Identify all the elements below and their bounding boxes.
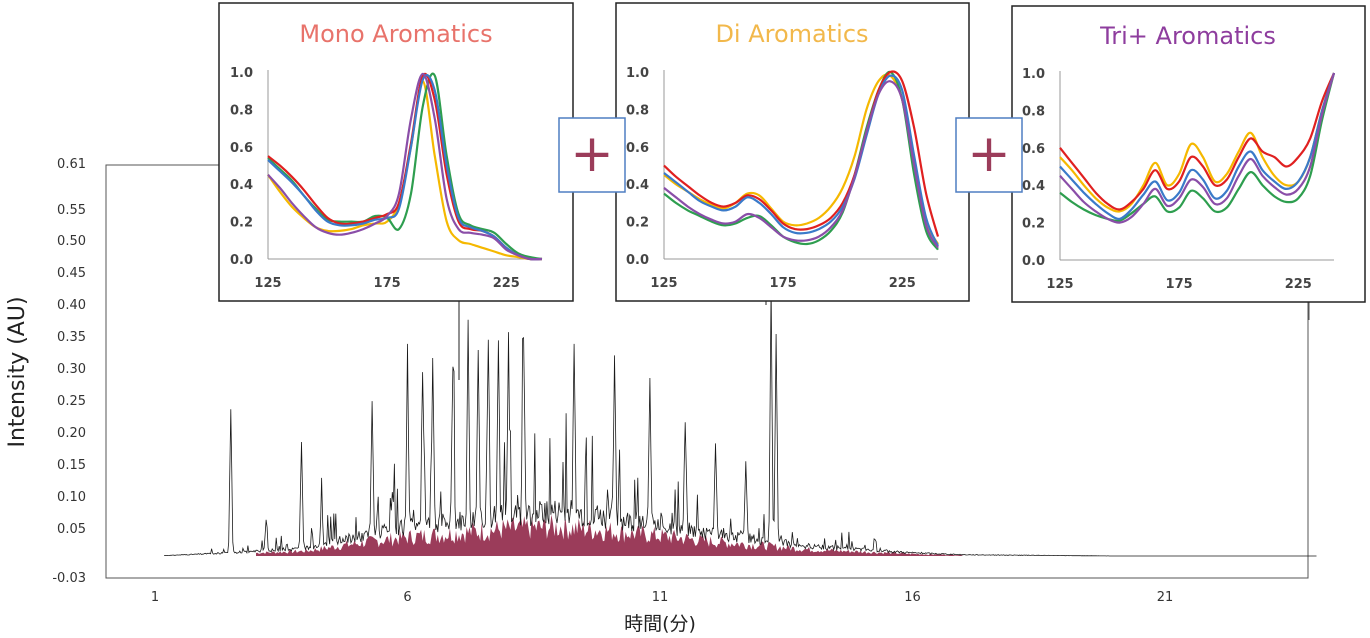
plus-box-1: + bbox=[558, 117, 626, 193]
inset-y-tick-label: 0.6 bbox=[626, 141, 649, 156]
inset-y-tick-label: 0.6 bbox=[1022, 142, 1045, 157]
main-y-ticks: 0.61 0.55 0.50 0.45 0.40 0.35 0.30 0.25 0.20 0.15… bbox=[52, 157, 86, 586]
inset-x-tick-label: 225 bbox=[493, 276, 520, 291]
plus-box-2: + bbox=[955, 117, 1023, 193]
inset-y-tick-label: 1.0 bbox=[1022, 67, 1045, 82]
inset-series-purple bbox=[267, 72, 543, 261]
inset-series-yellow bbox=[663, 73, 939, 245]
inset-y-tick-label: 0.8 bbox=[626, 103, 649, 118]
x-tick-label: 1 bbox=[151, 590, 159, 605]
inset-frame bbox=[1011, 5, 1366, 303]
y-tick-label: 0.15 bbox=[57, 458, 86, 473]
inset-series-green bbox=[663, 70, 939, 251]
inset-title: Mono Aromatics bbox=[299, 20, 492, 48]
inset-y-tick-label: 0.6 bbox=[230, 141, 253, 156]
inset-y-tick-label: 0.8 bbox=[1022, 104, 1045, 119]
x-tick-label: 11 bbox=[652, 590, 669, 605]
inset-x-tick-label: 225 bbox=[1285, 277, 1312, 292]
plus-symbol: + bbox=[570, 124, 614, 184]
y-tick-label: 0.45 bbox=[57, 266, 86, 281]
y-tick-label: 0.50 bbox=[57, 234, 86, 249]
inset-y-tick-label: 0.0 bbox=[626, 253, 649, 268]
y-tick-label: 0.05 bbox=[57, 522, 86, 537]
y-tick-label: 0.55 bbox=[57, 203, 86, 218]
inset-y-tick-label: 1.0 bbox=[230, 66, 253, 81]
main-chromatogram: 0.61 0.55 0.50 0.45 0.40 0.35 0.30 0.25 0.20 0.15… bbox=[5, 157, 1317, 635]
inset-y-tick-label: 0.2 bbox=[1022, 217, 1045, 232]
y-tick-label: 0.10 bbox=[57, 490, 86, 505]
aromatics-fill-path bbox=[256, 514, 963, 556]
main-x-ticks: 1 6 11 16 21 bbox=[151, 590, 1173, 605]
inset-y-tick-label: 0.8 bbox=[230, 103, 253, 118]
inset-series-green bbox=[267, 72, 543, 261]
inset-series-yellow bbox=[1059, 72, 1336, 213]
inset-y-tick-label: 0.4 bbox=[626, 178, 649, 193]
inset-series-red bbox=[1059, 72, 1336, 211]
inset-series-blue bbox=[663, 74, 940, 247]
inset-y-tick-label: 1.0 bbox=[626, 66, 649, 81]
inset-y-tick-label: 0.4 bbox=[1022, 179, 1045, 194]
total-chromatogram-trace bbox=[164, 283, 1317, 557]
main-x-axis-label: 時間(分) bbox=[624, 613, 696, 635]
main-y-axis-label: Intensity (AU) bbox=[5, 296, 30, 447]
x-tick-label: 16 bbox=[904, 590, 921, 605]
inset-title: Di Aromatics bbox=[715, 20, 868, 48]
y-tick-label: 0.30 bbox=[57, 362, 86, 377]
y-tick-label: 0.40 bbox=[57, 298, 86, 313]
inset-y-tick-label: 0.4 bbox=[230, 178, 253, 193]
inset-series-red bbox=[663, 70, 940, 237]
inset-x-tick-label: 175 bbox=[770, 276, 797, 291]
inset-title: Tri+ Aromatics bbox=[1099, 22, 1276, 50]
x-tick-label: 21 bbox=[1157, 590, 1174, 605]
y-tick-label: 0.20 bbox=[57, 426, 86, 441]
plus-box-frame bbox=[955, 117, 1023, 193]
inset-series-blue bbox=[1059, 72, 1336, 221]
y-tick-label: -0.03 bbox=[52, 571, 86, 586]
inset-series-purple bbox=[1059, 72, 1336, 224]
y-tick-label: 0.35 bbox=[57, 330, 86, 345]
inset-x-tick-label: 125 bbox=[254, 276, 281, 291]
inset-x-tick-label: 175 bbox=[1166, 277, 1193, 292]
x-tick-label: 6 bbox=[403, 590, 411, 605]
inset-x-tick-label: 125 bbox=[650, 276, 677, 291]
inset-y-tick-label: 0.2 bbox=[626, 216, 649, 231]
y-tick-label: 0.61 bbox=[57, 157, 86, 172]
inset-y-tick-label: 0.0 bbox=[1022, 254, 1045, 269]
inset-x-tick-label: 125 bbox=[1046, 277, 1073, 292]
y-tick-label: 0.25 bbox=[57, 394, 86, 409]
inset-y-tick-label: 0.2 bbox=[230, 216, 253, 231]
inset-y-tick-label: 0.0 bbox=[230, 253, 253, 268]
inset-series-blue bbox=[267, 74, 543, 261]
inset-x-tick-label: 225 bbox=[889, 276, 916, 291]
inset-series-purple bbox=[663, 80, 939, 249]
chromatogram-line bbox=[164, 283, 1317, 557]
plus-box-frame bbox=[558, 117, 626, 193]
plus-symbol: + bbox=[967, 124, 1011, 184]
aromatics-fill-area bbox=[256, 514, 963, 556]
inset-x-tick-label: 175 bbox=[374, 276, 401, 291]
